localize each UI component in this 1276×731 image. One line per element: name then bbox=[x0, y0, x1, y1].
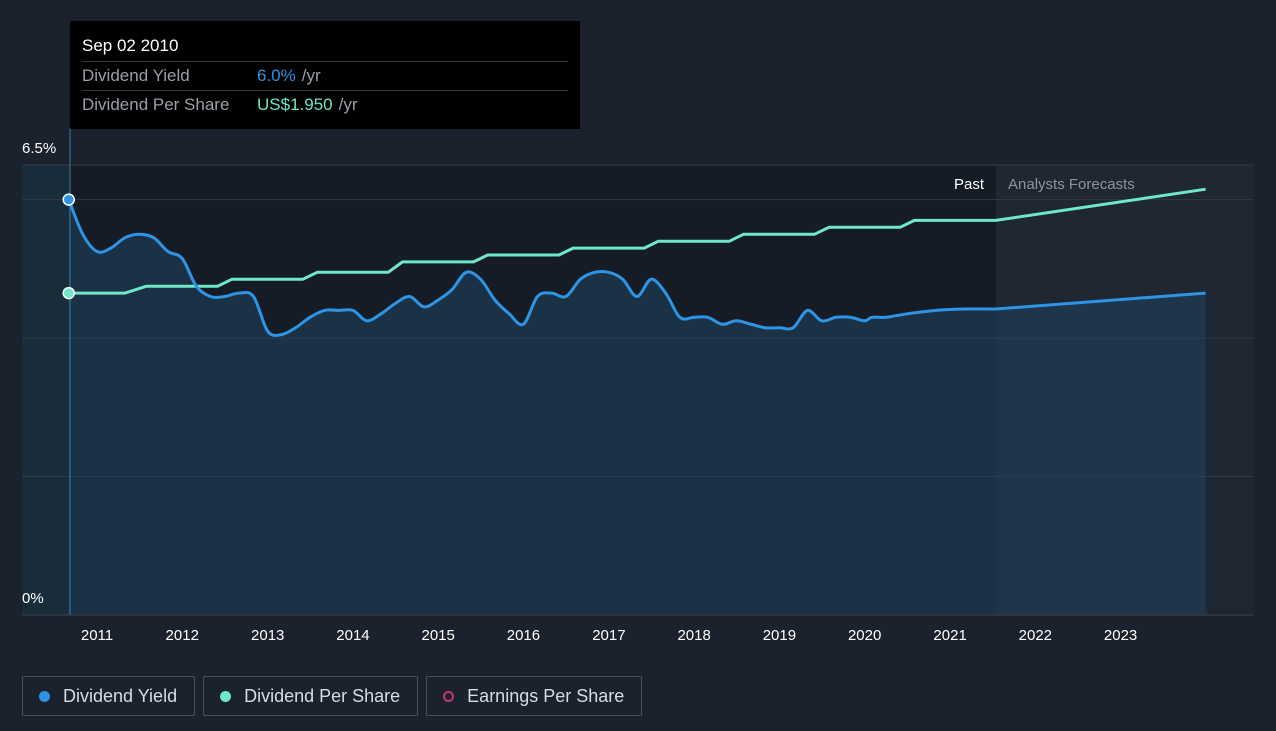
hover-tooltip: Sep 02 2010 Dividend Yield 6.0% /yr Divi… bbox=[70, 21, 580, 129]
dividend-per-share-marker bbox=[62, 286, 75, 300]
y-tick-label-top: 6.5% bbox=[22, 140, 56, 157]
x-axis-ticks: 2011 2012 2013 2014 2015 2016 2017 2018 2019 2020… bbox=[81, 627, 1137, 644]
tooltip-dps-row: Dividend Per Share US$1.950 /yr bbox=[82, 91, 568, 119]
dividend-per-share-line bbox=[68, 187, 1206, 295]
x-tick-label: 2016 bbox=[507, 627, 540, 644]
legend-label: Dividend Per Share bbox=[244, 685, 401, 706]
x-tick-label: 2021 bbox=[933, 627, 966, 644]
dividend-yield-dot-icon bbox=[39, 690, 50, 702]
legend-label: Earnings Per Share bbox=[467, 685, 625, 706]
x-tick-label: 2023 bbox=[1104, 627, 1137, 644]
x-tick-label: 2018 bbox=[677, 627, 710, 644]
forecast-label: Analysts Forecasts bbox=[1008, 176, 1135, 193]
y-tick-label-bottom: 0% bbox=[22, 590, 44, 607]
x-tick-label: 2022 bbox=[1019, 627, 1052, 644]
tooltip-dps-unit: /yr bbox=[338, 95, 358, 114]
tooltip-dps-value: US$1.950 bbox=[257, 95, 333, 114]
legend-dividend-yield[interactable]: Dividend Yield bbox=[22, 676, 196, 716]
x-tick-label: 2012 bbox=[166, 627, 199, 644]
tooltip-date: Sep 02 2010 bbox=[82, 33, 568, 62]
x-tick-label: 2019 bbox=[763, 627, 796, 644]
tooltip-dps-label: Dividend Per Share bbox=[82, 95, 230, 114]
chart-legend: Dividend Yield Dividend Per Share Earnin… bbox=[22, 676, 643, 716]
legend-label: Dividend Yield bbox=[63, 685, 178, 706]
tooltip-yield-label: Dividend Yield bbox=[82, 66, 190, 85]
hover-band bbox=[22, 165, 70, 615]
x-tick-label: 2020 bbox=[848, 627, 881, 644]
x-tick-label: 2017 bbox=[592, 627, 625, 644]
tooltip-yield-row: Dividend Yield 6.0% /yr bbox=[82, 62, 568, 91]
legend-dividend-per-share[interactable]: Dividend Per Share bbox=[203, 676, 419, 716]
x-tick-label: 2014 bbox=[336, 627, 369, 644]
dividend-yield-area bbox=[68, 199, 1206, 615]
dividend-chart: Past Analysts Forecasts 6.5% 0% 2011 2012… bbox=[22, 128, 1254, 644]
past-label: Past bbox=[954, 176, 985, 193]
x-tick-label: 2015 bbox=[422, 627, 455, 644]
x-tick-label: 2013 bbox=[251, 627, 284, 644]
dividend-yield-line bbox=[67, 199, 1206, 337]
x-tick-label: 2011 bbox=[81, 627, 113, 644]
legend-earnings-per-share[interactable]: Earnings Per Share bbox=[426, 676, 643, 716]
tooltip-yield-value: 6.0% bbox=[257, 66, 296, 85]
tooltip-yield-unit: /yr bbox=[301, 66, 321, 85]
dividend-per-share-dot-icon bbox=[220, 690, 232, 702]
dividend-yield-marker bbox=[62, 193, 75, 206]
earnings-per-share-ring-icon bbox=[443, 690, 455, 702]
